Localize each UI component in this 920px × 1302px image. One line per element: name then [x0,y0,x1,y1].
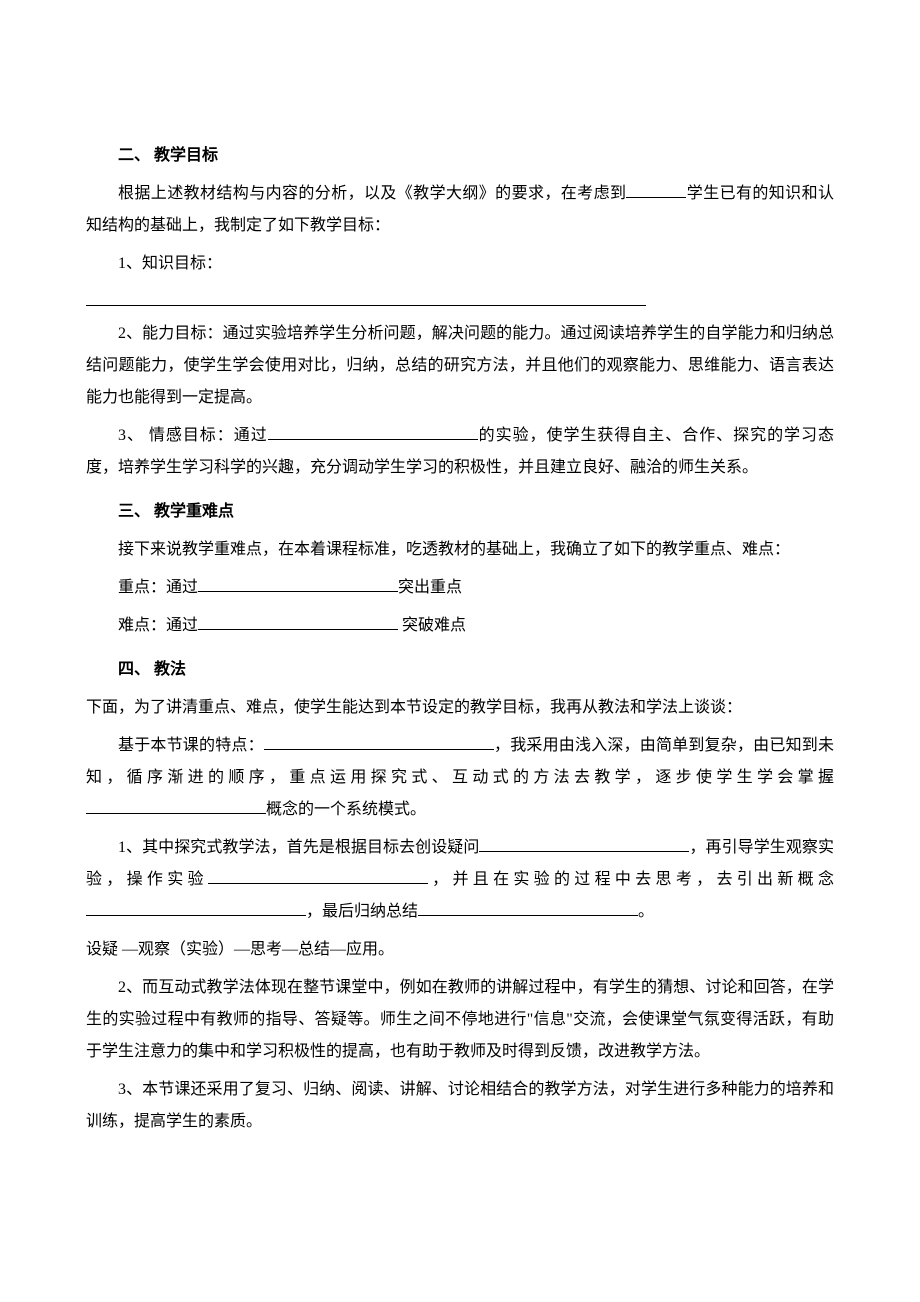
difficulty-a: 难点：通过 [118,617,198,634]
focus-blank [198,576,398,592]
intro-text-a: 根据上述教材结构与内容的分析，以及《教学大纲》的要求，在考虑到 [118,185,626,202]
section-4-p2: 1、其中探究式教学法，首先是根据目标去创设疑问，再引导学生观察实验，操作实验，并… [86,832,834,928]
p2-e: 。 [638,903,654,920]
p2-blank-1 [479,836,689,852]
p1-a: 基于本节课的特点： [118,737,264,754]
section-4-p3: 2、而互动式教学法体现在整节课堂中，例如在教师的讲解过程中，有学生的猜想、讨论和… [86,972,834,1068]
item-3: 3、 情感目标：通过的实验，使学生获得自主、合作、探究的学习态度，培养学生学习科… [86,420,834,484]
difficulty-b: 突破难点 [398,617,466,634]
item-1-label: 1、知识目标： [86,248,834,280]
p1-blank-1 [264,734,494,750]
section-3-intro: 接下来说教学重难点，在本着课程标准，吃透教材的基础上，我确立了如下的教学重点、难… [86,534,834,566]
p2-c: ，并且在实验的过程中去思考，去引出新概念 [428,871,834,888]
focus-a: 重点：通过 [118,579,198,596]
p2-a: 1、其中探究式教学法，首先是根据目标去创设疑问 [118,839,479,856]
item-2: 2、能力目标：通过实验培养学生分析问题，解决问题的能力。通过阅读培养学生的自学能… [86,318,834,414]
item-3-blank [268,424,478,440]
p2-blank-3 [86,900,306,916]
section-4-p2-line2: 设疑 —观察（实验）—思考—总结—应用。 [86,934,834,966]
section-2-title: 二、 教学目标 [86,140,834,172]
difficulty-blank [198,614,398,630]
p2-blank-4 [418,900,638,916]
row-difficulty: 难点：通过 突破难点 [86,610,834,642]
section-4-title: 四、 教法 [86,654,834,686]
section-4-p4: 3、本节课还采用了复习、归纳、阅读、讲解、讨论相结合的教学方法，对学生进行多种能… [86,1074,834,1138]
item-3-text-a: 3、 情感目标：通过 [118,427,268,444]
row-focus: 重点：通过 突出重点 [86,572,834,604]
p1-c: 概念的一个系统模式。 [266,801,426,818]
p2-d: ，最后归纳总结 [306,903,418,920]
item-1-blank-line [86,286,646,306]
focus-b: 突出重点 [398,579,462,596]
section-2-intro: 根据上述教材结构与内容的分析，以及《教学大纲》的要求，在考虑到学生已有的知识和认… [86,178,834,242]
intro-blank [626,182,686,198]
p1-blank-2 [86,798,266,814]
p2-blank-2 [208,868,428,884]
section-4-intro: 下面，为了讲清重点、难点，使学生能达到本节设定的教学目标，我再从教法和学法上谈谈… [86,692,834,724]
section-3-title: 三、 教学重难点 [86,496,834,528]
section-4-p1: 基于本节课的特点：，我采用由浅入深，由简单到复杂，由已知到未知，循序渐进的顺序，… [86,730,834,826]
